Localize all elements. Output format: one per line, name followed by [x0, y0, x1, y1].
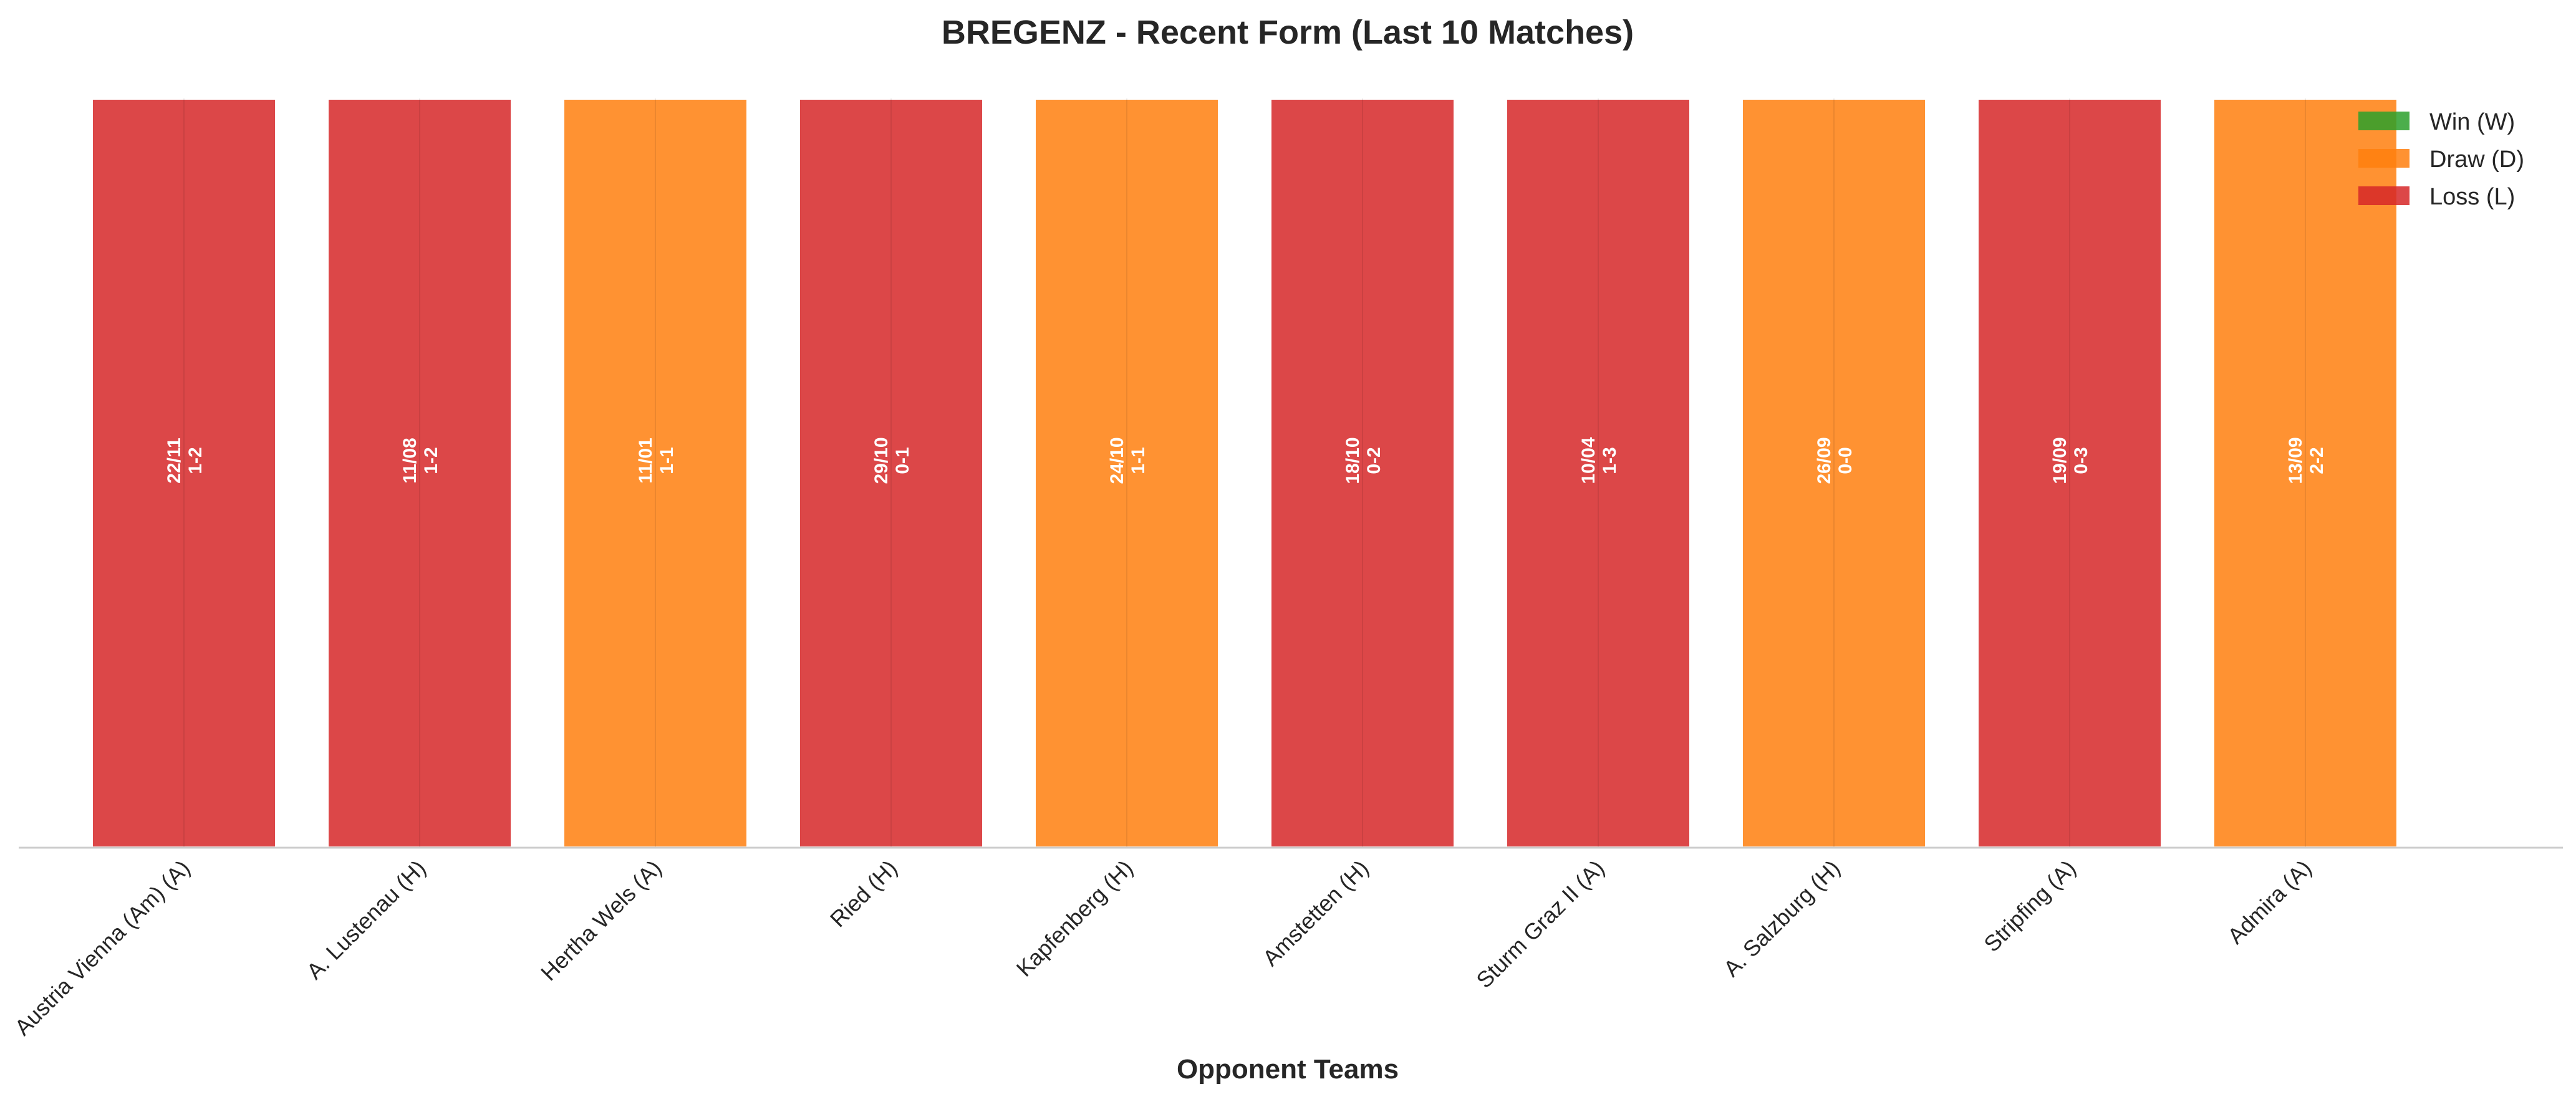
bar-7 — [1505, 97, 1692, 849]
match-score: 1-2 — [421, 447, 441, 474]
bar-label-4: 29/100-1 — [871, 437, 913, 484]
legend: Win (W) Draw (D) Loss (L) — [2358, 109, 2524, 210]
bar-10 — [2212, 97, 2399, 849]
x-tick-label-5: Kapfenberg (H) — [1011, 855, 1138, 982]
bar-label-5: 24/101-1 — [1107, 437, 1149, 484]
match-score: 1-3 — [1599, 447, 1620, 474]
bar-6 — [1269, 97, 1456, 849]
match-score: 0-0 — [1835, 447, 1856, 474]
x-tick-label-4: Ried (H) — [825, 855, 902, 932]
match-date: 22/11 — [164, 438, 185, 483]
x-tick-label-8: A. Salzburg (H) — [1719, 855, 1845, 982]
legend-label-d: Draw (D) — [2429, 146, 2524, 173]
bars-group — [90, 97, 2399, 849]
x-tick-label-7: Sturm Graz II (A) — [1471, 855, 1609, 993]
bar-1 — [90, 97, 277, 849]
bar-3 — [562, 97, 749, 849]
legend-swatch-l — [2358, 186, 2410, 205]
bar-label-6: 18/100-2 — [1343, 437, 1384, 484]
match-date: 19/09 — [2050, 437, 2070, 484]
match-score: 1-2 — [185, 447, 206, 474]
bar-5 — [1033, 97, 1220, 849]
x-tick-label-10: Admira (A) — [2222, 855, 2317, 949]
bar-label-3: 11/011-1 — [635, 438, 677, 483]
x-tick-label-3: Hertha Wels (A) — [536, 855, 667, 986]
bar-label-1: 22/111-2 — [164, 438, 206, 483]
x-axis-label: Opponent Teams — [1177, 1054, 1399, 1085]
match-date: 26/09 — [1814, 437, 1835, 484]
x-tick-labels-group: Austria Vienna (Am) (A) A. Lustenau (H) He… — [9, 855, 2316, 1040]
x-tick-label-1: Austria Vienna (Am) (A) — [9, 855, 195, 1040]
bar-2 — [326, 97, 513, 849]
bar-label-9: 19/090-3 — [2050, 437, 2091, 484]
bar-label-10: 13/092-2 — [2285, 437, 2327, 484]
legend-swatch-w — [2358, 112, 2410, 130]
match-date: 18/10 — [1343, 437, 1363, 484]
x-tick-label-6: Amstetten (H) — [1258, 855, 1374, 971]
chart-title: BREGENZ - Recent Form (Last 10 Matches) — [942, 14, 1634, 51]
legend-label-w: Win (W) — [2429, 109, 2515, 135]
bar-8 — [1740, 97, 1927, 849]
match-date: 10/04 — [1578, 437, 1599, 484]
match-score: 0-2 — [1364, 447, 1384, 474]
legend-label-l: Loss (L) — [2429, 184, 2515, 210]
x-tick-label-9: Stripfing (A) — [1979, 855, 2080, 957]
bar-4 — [798, 97, 985, 849]
legend-swatch-d — [2358, 149, 2410, 168]
match-score: 0-3 — [2071, 447, 2091, 474]
bar-label-8: 26/090-0 — [1814, 437, 1856, 484]
bar-labels-group: 22/111-2 11/081-2 11/011-1 29/100-1 24/101-1… — [164, 437, 2327, 484]
match-score: 1-1 — [657, 447, 677, 474]
match-date: 13/09 — [2285, 437, 2306, 484]
bar-label-2: 11/081-2 — [400, 438, 441, 483]
match-score: 1-1 — [1128, 447, 1149, 474]
match-date: 29/10 — [871, 437, 892, 484]
x-tick-label-2: A. Lustenau (H) — [301, 855, 430, 984]
match-score: 0-1 — [892, 447, 913, 474]
match-date: 11/08 — [400, 438, 420, 483]
match-date: 24/10 — [1107, 437, 1127, 484]
bar-label-7: 10/041-3 — [1578, 437, 1620, 484]
match-score: 2-2 — [2307, 447, 2327, 474]
match-date: 11/01 — [635, 438, 656, 483]
